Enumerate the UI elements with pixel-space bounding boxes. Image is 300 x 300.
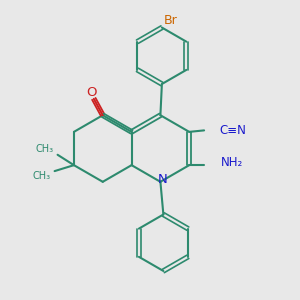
Text: NH₂: NH₂: [220, 156, 243, 169]
Text: N: N: [158, 173, 168, 186]
Text: O: O: [86, 86, 97, 99]
Text: CH₃: CH₃: [33, 172, 51, 182]
Text: Br: Br: [164, 14, 177, 27]
Text: CH₃: CH₃: [36, 144, 54, 154]
Text: C≡N: C≡N: [220, 124, 246, 137]
